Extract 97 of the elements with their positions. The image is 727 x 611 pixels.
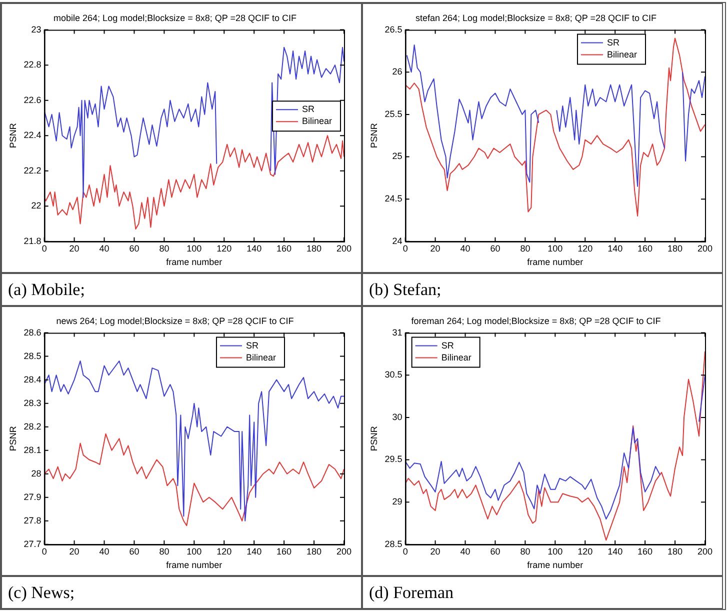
y-tick-label: 28.2 xyxy=(23,421,41,432)
y-tick-label: 28.6 xyxy=(23,327,41,338)
x-tick-label: 100 xyxy=(186,243,202,254)
chart-title: stefan 264; Log model;Blocksize = 8x8; QP =28 QCIF to CIF xyxy=(415,12,656,23)
y-axis-title: PSNR xyxy=(7,122,18,148)
chart-title: mobile 264; Log model;Blocksize = 8x8; QP =28 QCIF to CIF xyxy=(53,12,296,23)
y-tick-label: 28.5 xyxy=(23,350,41,361)
y-tick-label: 28.4 xyxy=(23,374,41,384)
x-tick-label: 120 xyxy=(216,243,232,254)
legend-label: SR xyxy=(301,104,314,114)
x-tick-label: 120 xyxy=(577,546,592,556)
y-tick-label: 22.6 xyxy=(23,94,41,105)
y-tick-label: 29.5 xyxy=(384,454,402,464)
x-tick-label: 60 xyxy=(128,243,139,254)
x-tick-label: 160 xyxy=(637,546,652,556)
legend-label: Bilinear xyxy=(245,352,276,362)
x-tick-label: 140 xyxy=(246,546,262,556)
x-tick-label: 160 xyxy=(276,243,292,254)
x-tick-label: 60 xyxy=(128,546,139,556)
y-tick-label: 30 xyxy=(392,412,402,422)
y-tick-label: 28.1 xyxy=(23,444,41,455)
x-tick-label: 0 xyxy=(402,546,408,556)
x-tick-label: 180 xyxy=(306,546,322,556)
y-tick-label: 28 xyxy=(30,468,41,478)
legend-label: Bilinear xyxy=(301,116,332,126)
x-tick-label: 100 xyxy=(547,243,562,254)
x-tick-label: 180 xyxy=(667,243,682,254)
y-tick-label: 22.4 xyxy=(23,130,41,140)
x-tick-label: 80 xyxy=(520,546,530,556)
x-tick-label: 100 xyxy=(186,546,202,556)
text: (a) Mobile; xyxy=(1,273,362,306)
x-tick-label: 80 xyxy=(520,243,530,254)
legend-label: SR xyxy=(440,340,454,350)
x-tick-label: 160 xyxy=(276,546,292,556)
legend-label: SR xyxy=(245,340,258,350)
x-tick-label: 120 xyxy=(216,546,232,556)
x-tick-label: 140 xyxy=(607,546,622,556)
y-tick-label: 27.8 xyxy=(23,515,41,526)
y-tick-label: 25.5 xyxy=(384,108,402,119)
x-tick-label: 20 xyxy=(430,546,440,556)
x-tick-label: 140 xyxy=(246,243,262,254)
x-tick-label: 200 xyxy=(336,243,352,254)
x-tick-label: 40 xyxy=(460,243,470,254)
x-tick-label: 20 xyxy=(430,243,440,254)
x-tick-label: 200 xyxy=(336,546,352,556)
legend-label: Bilinear xyxy=(440,352,471,362)
x-tick-label: 160 xyxy=(637,243,652,254)
x-axis-title: frame number xyxy=(166,560,222,570)
x-tick-label: 40 xyxy=(98,243,109,254)
y-tick-label: 28.5 xyxy=(384,538,402,549)
x-tick-label: 200 xyxy=(696,546,712,556)
x-tick-label: 180 xyxy=(306,243,322,254)
x-axis-title: frame number xyxy=(166,257,222,268)
y-tick-label: 30.5 xyxy=(384,370,402,380)
x-tick-label: 0 xyxy=(41,546,46,556)
y-tick-label: 26 xyxy=(392,66,402,77)
y-tick-label: 27.9 xyxy=(23,492,41,502)
y-tick-label: 24 xyxy=(392,236,402,246)
y-tick-label: 21.8 xyxy=(23,236,41,246)
x-tick-label: 80 xyxy=(158,546,169,556)
x-tick-label: 100 xyxy=(547,546,562,556)
y-tick-label: 27.7 xyxy=(23,538,41,549)
text: (b) Stefan; xyxy=(362,273,723,306)
x-tick-label: 120 xyxy=(577,243,592,254)
y-axis-title: PSNR xyxy=(7,426,18,452)
y-tick-label: 23 xyxy=(30,24,41,34)
x-tick-label: 0 xyxy=(41,243,46,254)
y-tick-label: 31 xyxy=(392,327,402,338)
y-tick-label: 22 xyxy=(30,200,41,211)
y-tick-label: 25 xyxy=(392,151,402,162)
y-tick-label: 24.5 xyxy=(384,194,402,204)
x-tick-label: 140 xyxy=(607,243,622,254)
x-axis-title: frame number xyxy=(526,560,583,570)
y-tick-label: 22.2 xyxy=(23,165,41,176)
x-tick-label: 20 xyxy=(68,243,79,254)
x-tick-label: 180 xyxy=(667,546,682,556)
chart-title: news 264; Log model;Blocksize = 8x8; QP =28 QCIF to CIF xyxy=(56,316,294,326)
chart-title: foreman 264; Log model;Blocksize = 8x8; QP =28 QCIF to CIF xyxy=(410,316,661,326)
x-tick-label: 200 xyxy=(696,243,712,254)
y-axis-title: PSNR xyxy=(368,426,378,452)
x-tick-label: 60 xyxy=(490,243,500,254)
x-tick-label: 60 xyxy=(490,546,500,556)
x-tick-label: 0 xyxy=(402,243,408,254)
y-tick-label: 26.5 xyxy=(384,24,402,34)
x-tick-label: 80 xyxy=(158,243,169,254)
x-tick-label: 40 xyxy=(98,546,109,556)
x-axis-title: frame number xyxy=(526,257,583,268)
legend-label: Bilinear xyxy=(606,49,637,60)
legend-label: SR xyxy=(606,37,620,48)
text: (d) Foreman xyxy=(362,576,723,609)
y-tick-label: 29 xyxy=(392,496,402,507)
y-axis-title: PSNR xyxy=(368,122,378,148)
y-tick-label: 28.3 xyxy=(23,398,41,408)
y-tick-label: 22.8 xyxy=(23,60,41,70)
x-tick-label: 20 xyxy=(68,546,79,556)
text: (c) News; xyxy=(1,576,362,609)
x-tick-label: 40 xyxy=(460,546,470,556)
